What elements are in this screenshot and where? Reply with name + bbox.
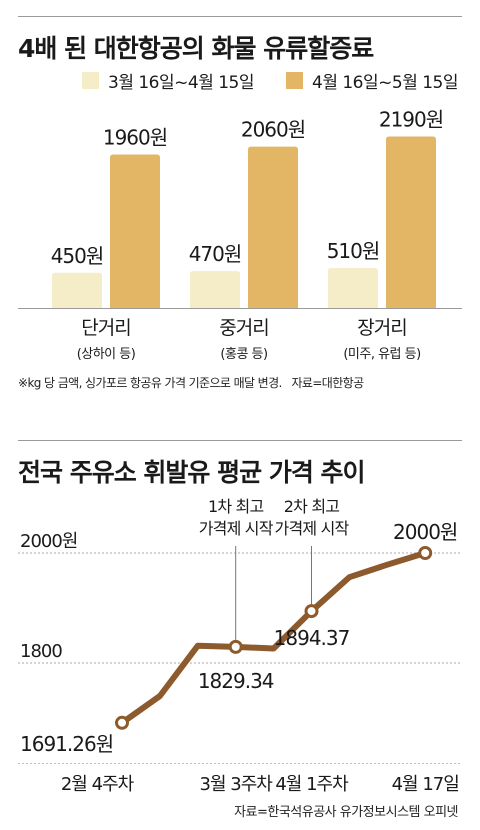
bar-장거리-2: [386, 136, 436, 308]
legend-label-2: 4월 16일~5월 15일: [312, 72, 459, 93]
category-label: 중거리: [219, 317, 268, 339]
annotation-text: 1차 최고: [208, 497, 264, 516]
line-chart-source: 자료=한국석유공사 유가정보시스템 오피넷: [234, 805, 458, 820]
line-value-label: 1829.34: [198, 669, 274, 693]
line-value-label: 1691.26원: [20, 732, 113, 756]
annotation-text: 2차 최고: [284, 497, 340, 516]
line-point-marker: [418, 546, 433, 560]
x-tick-label: 2월 4주차: [61, 774, 135, 795]
bar-중거리-1: [190, 271, 240, 308]
gasoline-price-line: [119, 550, 429, 726]
category-label: 단거리: [81, 317, 130, 339]
category-sublabel: (상하이 등): [77, 347, 136, 362]
bar-중거리-2: [248, 146, 298, 308]
bar-단거리-2: [110, 154, 160, 308]
line-point-marker: [228, 639, 243, 654]
y-tick-label: 2000원: [20, 531, 77, 552]
middle-rule: [18, 440, 462, 441]
bar-장거리-1: [328, 268, 378, 308]
bar-chart-source: 자료=대한항공: [291, 376, 364, 390]
legend-item-1: 3월 16일~4월 15일: [82, 67, 255, 93]
y-tick-label: 1800: [20, 641, 62, 662]
bar-value-label: 2190원: [379, 107, 443, 131]
bar-chart-title: 4배 된 대한항공의 화물 유류할증료: [18, 34, 374, 63]
x-tick-label: 4월 1주차: [275, 774, 349, 795]
line-chart-title: 전국 주유소 휘발유 평균 가격 추이: [18, 458, 366, 487]
category-sublabel: (미주, 유럽 등): [343, 347, 420, 362]
bar-value-label: 1960원: [103, 125, 167, 149]
category-label: 장거리: [357, 317, 406, 339]
line-point-marker: [304, 604, 319, 619]
top-rule: [18, 16, 462, 17]
line-value-label: 1894.37: [274, 626, 350, 650]
legend-swatch-2: [286, 71, 303, 89]
bar-value-label: 510원: [327, 239, 380, 263]
annotation-text: 가격제 시작: [275, 519, 350, 538]
category-sublabel: (홍콩 등): [220, 347, 267, 362]
bar-value-label: 470원: [189, 242, 242, 266]
annotation-text: 가격제 시작: [199, 519, 274, 538]
bar-chart-note: ※kg 당 금액, 싱가포르 항공유 가격 기준으로 매달 변경. 자료=대한항…: [18, 374, 364, 391]
line-value-label: 2000원: [393, 520, 457, 544]
line-point-marker: [115, 715, 129, 730]
legend-label-1: 3월 16일~4월 15일: [108, 72, 255, 93]
note-text: ※kg 당 금액, 싱가포르 항공유 가격 기준으로 매달 변경.: [18, 376, 282, 390]
legend-item-2: 4월 16일~5월 15일: [286, 67, 459, 93]
legend-swatch-1: [82, 71, 99, 89]
bar-value-label: 450원: [51, 244, 104, 268]
bar-value-label: 2060원: [241, 118, 305, 142]
x-tick-label: 4월 17일: [392, 774, 459, 795]
bar-단거리-1: [52, 272, 102, 308]
x-tick-label: 3월 3주차: [200, 774, 274, 795]
